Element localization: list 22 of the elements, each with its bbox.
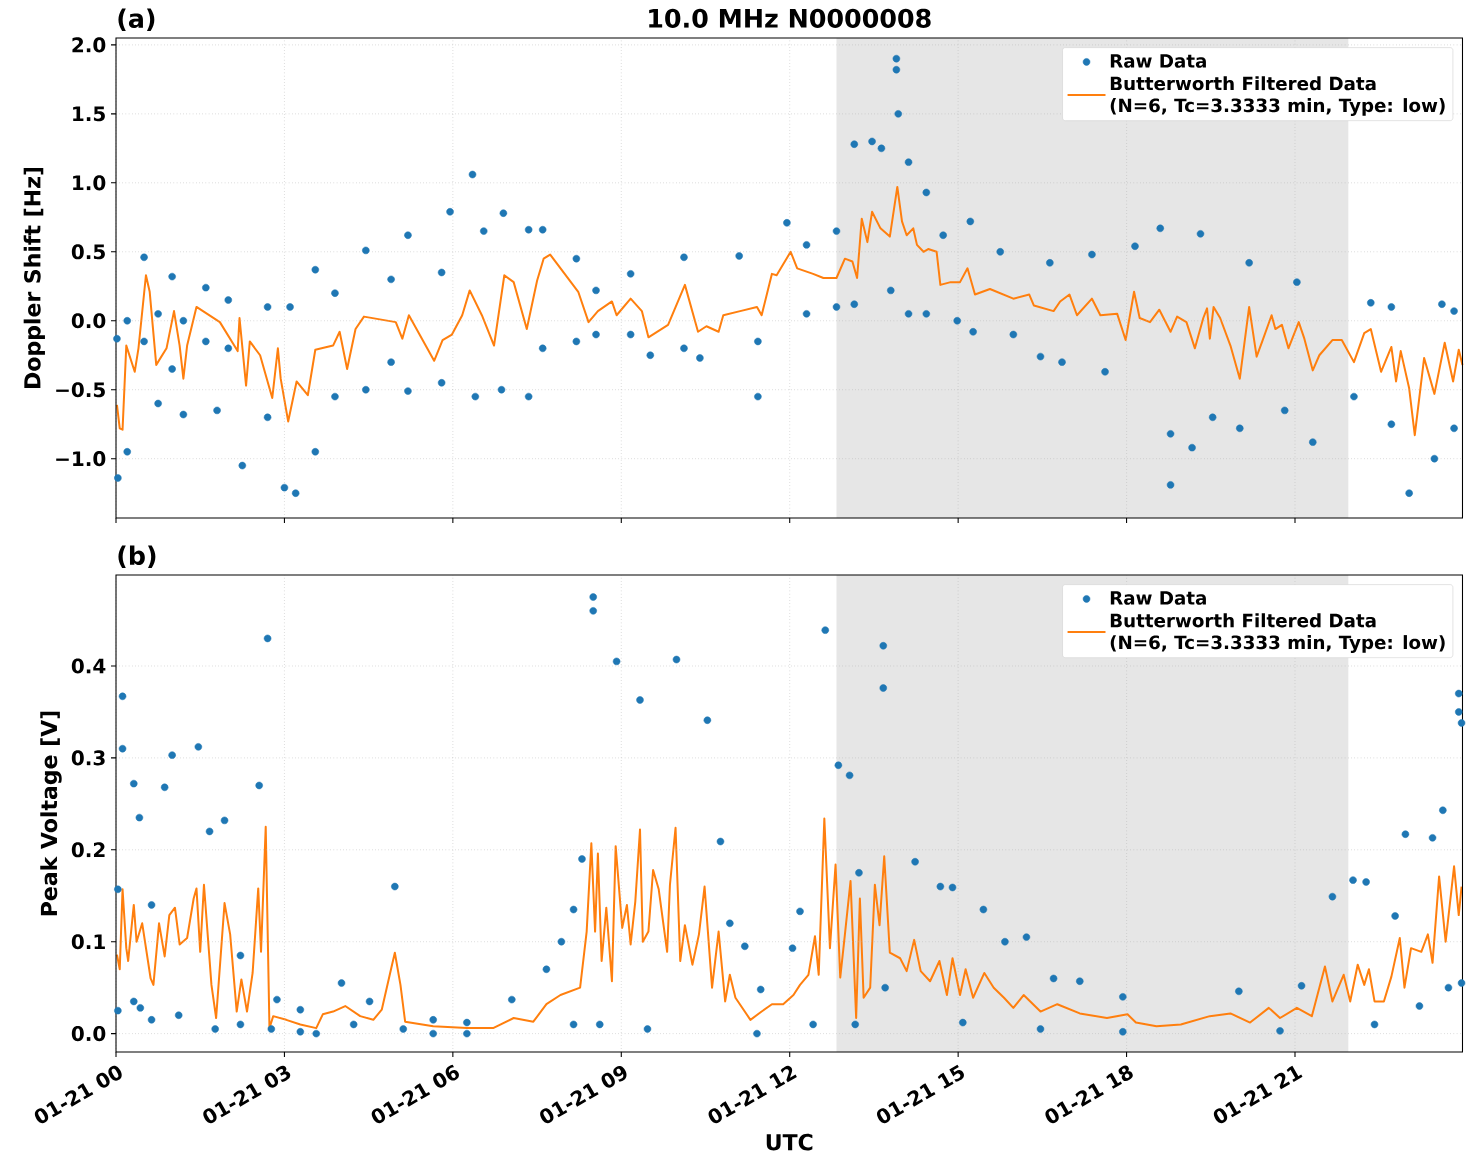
text: (a): [118, 8, 155, 32]
y-tick-label: 0.4: [71, 658, 106, 674]
y-axis-title: Doppler Shift [Hz]: [23, 167, 45, 388]
legend-label: Butterworth Filtered Data (N=6, Tc=3.3333 min, Type: low): [1110, 76, 1445, 116]
x-axis-title: UTC: [766, 1133, 813, 1151]
y-tick-label: −1.0: [56, 451, 106, 467]
chart-title: 10.0 MHz N0000008: [649, 8, 931, 28]
y-tick-label: 0.1: [71, 934, 105, 950]
text: (b): [118, 545, 156, 569]
y-tick-label: 0.0: [71, 313, 106, 329]
y-axis-title: Peak Voltage [V]: [40, 711, 62, 916]
y-tick-label: 0.2: [71, 842, 105, 858]
y-tick-label: 0.5: [71, 244, 105, 260]
y-tick-label: −0.5: [56, 382, 105, 398]
y-tick-label: 2.0: [72, 37, 106, 53]
y-tick-label: 0.0: [71, 1026, 106, 1042]
y-tick-label: 1.5: [73, 106, 105, 122]
legend-label: Butterworth Filtered Data (N=6, Tc=3.3333 min, Type: low): [1110, 613, 1445, 653]
legend-label: Raw Data: [1110, 54, 1206, 68]
y-tick-label: 0.3: [71, 750, 105, 766]
legend-label: Raw Data: [1110, 591, 1206, 605]
y-tick-label: 1.0: [73, 175, 106, 191]
